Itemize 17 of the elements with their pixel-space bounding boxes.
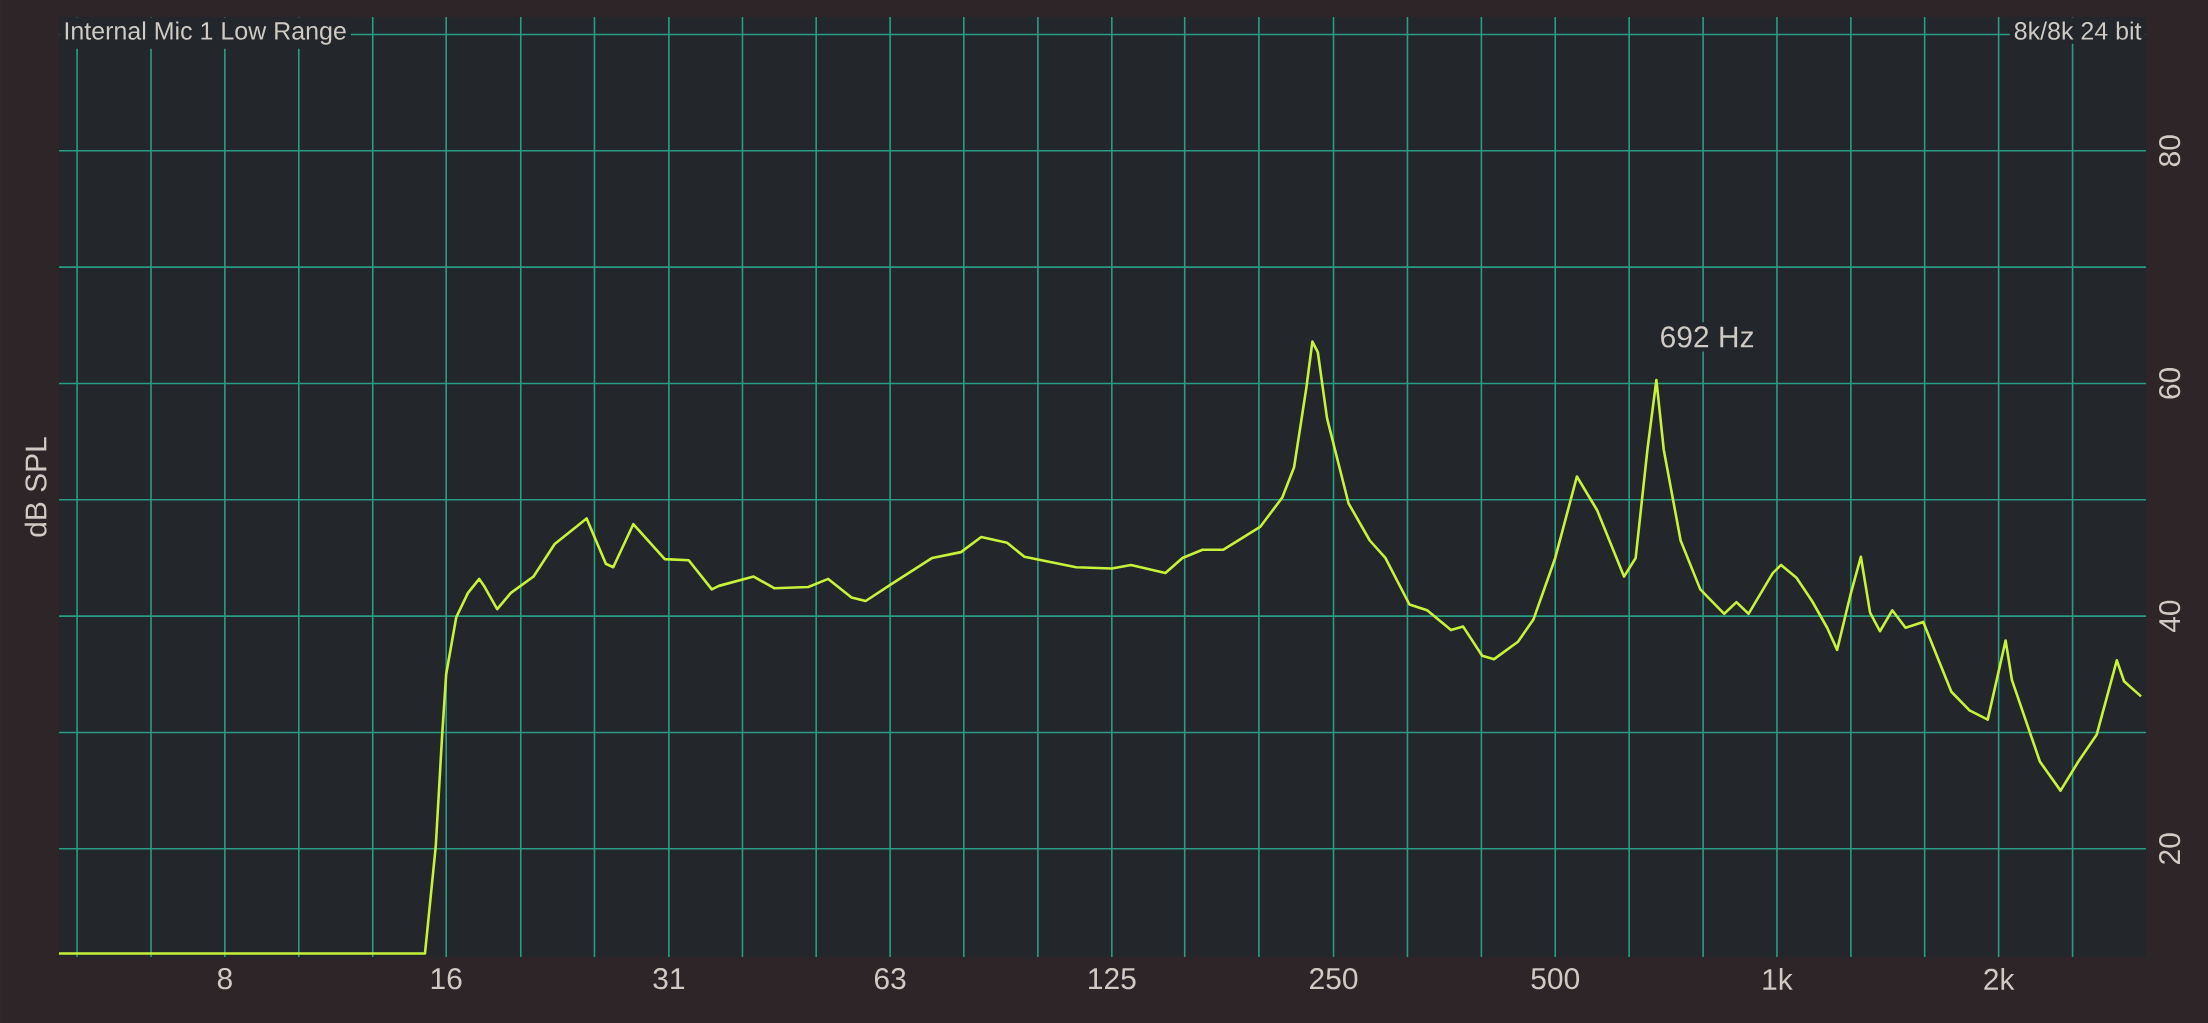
x-tick-label: 125 (1089, 968, 1136, 990)
annotation: 692 Hz (1661, 326, 1754, 348)
x-tick-label: 63 (874, 968, 906, 990)
annotation: 8k/8k 24 bit (2014, 21, 2142, 40)
y-tick-label: 80 (2159, 135, 2181, 167)
y-tick-label: 40 (2159, 600, 2181, 633)
x-tick-label: 16 (431, 968, 462, 990)
x-tick-label: 500 (1531, 968, 1580, 990)
x-tick-label: 31 (653, 968, 685, 990)
annotation: Internal Mic 1 Low Range (65, 21, 346, 45)
x-tick-label: 2k (1984, 968, 2015, 990)
y-tick-label: 20 (2159, 833, 2181, 864)
x-tick-label: 1k (1763, 968, 1793, 990)
y-tick-label: 60 (2159, 367, 2181, 399)
y-axis-title: dB SPL (24, 437, 47, 537)
x-tick-label: 8 (217, 968, 232, 990)
x-tick-label: 250 (1310, 968, 1358, 990)
